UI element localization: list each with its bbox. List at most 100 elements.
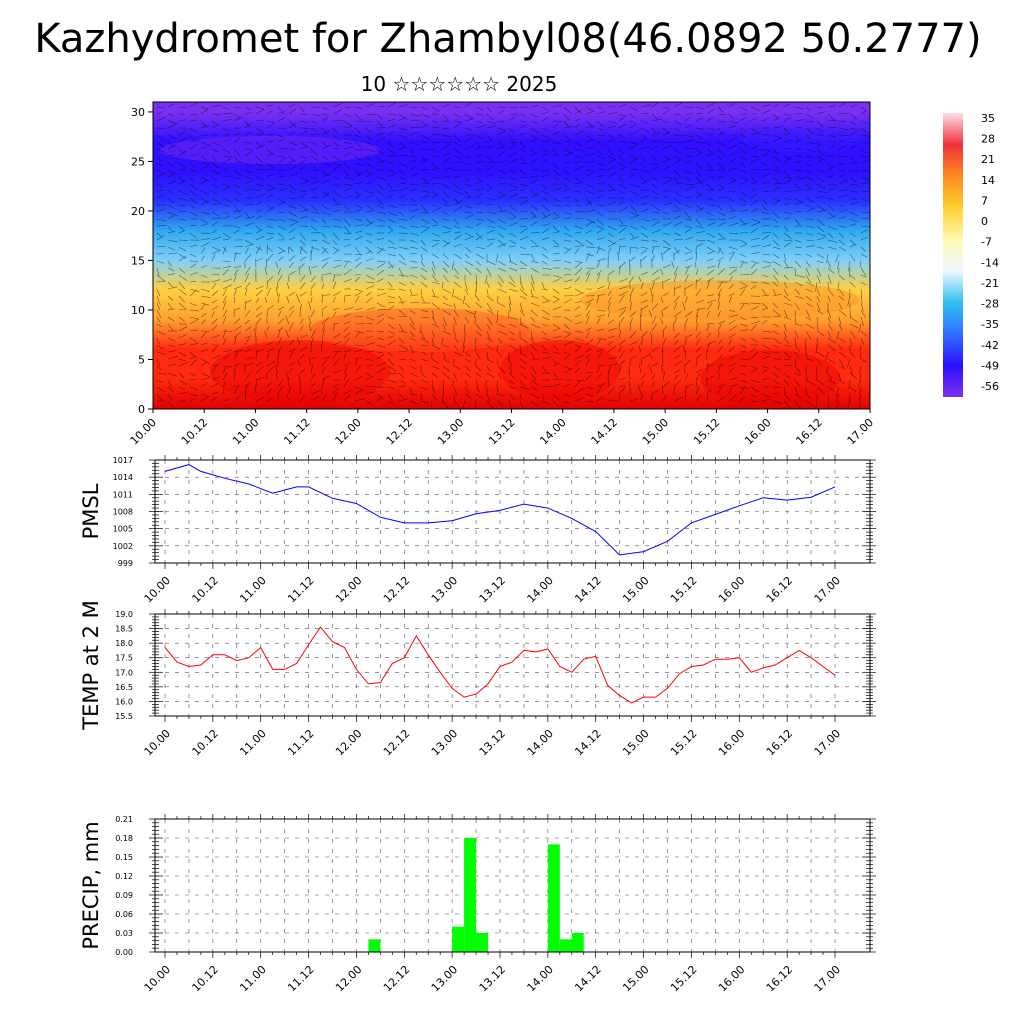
x-tick-label: 12.00 (333, 727, 364, 758)
x-tick-label: 11.12 (285, 574, 316, 605)
colorbar-label: -42 (981, 339, 999, 352)
x-tick-label: 15.00 (620, 963, 651, 994)
y-tick-label: 15 (131, 254, 145, 267)
x-tick-label: 15.12 (668, 727, 699, 758)
x-tick-label: 12.00 (333, 416, 364, 447)
x-tick-label: 14.00 (525, 727, 556, 758)
y-tick-label: 0 (138, 403, 145, 416)
x-tick-label: 13.12 (477, 727, 508, 758)
x-tick-label: 13.00 (429, 727, 460, 758)
y-tick-label: 5 (138, 353, 145, 366)
cold-anomaly (520, 149, 780, 181)
y-tick-label: 1014 (113, 473, 133, 482)
warm-anomaly (700, 350, 840, 406)
x-tick-label: 16.12 (764, 574, 795, 605)
x-tick-label: 17.00 (845, 416, 876, 447)
precip-bar (571, 933, 584, 952)
series-line (164, 464, 836, 556)
series-line (164, 626, 836, 704)
x-tick-label: 17.00 (812, 963, 843, 994)
temperature-heatmap (153, 102, 870, 409)
x-tick-label: 14.12 (589, 416, 620, 447)
y-tick-label: 16.0 (115, 697, 133, 706)
x-tick-label: 14.12 (572, 727, 603, 758)
colorbar (943, 113, 963, 397)
minor-ticks (149, 814, 876, 958)
panel-frame (154, 818, 871, 953)
x-tick-label: 14.00 (525, 574, 556, 605)
x-tick-label: 12.12 (381, 727, 412, 758)
x-tick-label: 10.12 (190, 574, 221, 605)
x-tick-label: 14.12 (572, 574, 603, 605)
colorbar-label: -56 (981, 380, 999, 393)
x-tick-label: 16.12 (793, 416, 824, 447)
y-tick-label: 999 (118, 559, 133, 568)
colorbar-label: 35 (981, 112, 995, 125)
grid-lines (155, 613, 870, 717)
precip-bar (559, 939, 572, 952)
y-tick-label: 0.03 (115, 929, 133, 938)
x-tick-label: 15.12 (668, 963, 699, 994)
y-tick-label: 17.0 (115, 668, 133, 677)
x-tick-label: 13.00 (435, 416, 466, 447)
warm-anomaly (310, 308, 530, 352)
x-tick-label: 11.00 (237, 963, 268, 994)
precip-bar (368, 939, 381, 952)
x-tick-label: 10.12 (179, 416, 210, 447)
y-tick-label: 0.09 (115, 891, 133, 900)
x-tick-label: 15.00 (620, 727, 651, 758)
colorbar-label: 28 (981, 133, 995, 146)
colorbar-label: 7 (981, 194, 988, 207)
y-tick-label: 0.15 (115, 853, 133, 862)
colorbar-label: 21 (981, 153, 995, 166)
x-tick-label: 13.12 (477, 963, 508, 994)
colorbar-label: -7 (981, 236, 992, 249)
y-tick-label: 1008 (113, 508, 133, 517)
y-tick-label: 1002 (113, 542, 133, 551)
y-tick-label: 20 (131, 205, 145, 218)
minor-ticks (149, 609, 876, 722)
colorbar-label: -21 (981, 277, 999, 290)
cold-anomaly (160, 136, 380, 164)
warm-anomaly (580, 280, 860, 320)
y-tick-label: 30 (131, 106, 145, 119)
x-tick-label: 17.00 (812, 574, 843, 605)
x-tick-label: 10.12 (190, 963, 221, 994)
chart-subtitle: 10 ☆☆☆☆☆☆ 2025 (360, 72, 558, 96)
y-tick-label: 1005 (113, 525, 133, 534)
x-tick-label: 16.00 (716, 727, 747, 758)
x-tick-label: 10.12 (190, 727, 221, 758)
colorbar-label: 0 (981, 215, 988, 228)
x-tick-label: 15.00 (640, 416, 671, 447)
grid-lines (155, 818, 870, 953)
precip-bar (464, 838, 477, 952)
y-tick-label: 15.5 (115, 712, 133, 721)
minor-ticks (149, 455, 876, 569)
wind-barbs (156, 101, 871, 410)
colorbar-label: -14 (981, 256, 999, 269)
x-tick-label: 12.00 (333, 574, 364, 605)
x-tick-label: 15.12 (668, 574, 699, 605)
grid-lines (155, 459, 870, 564)
x-tick-label: 13.12 (477, 574, 508, 605)
x-tick-label: 14.12 (572, 963, 603, 994)
precip-bar (476, 933, 489, 952)
x-tick-label: 10.00 (142, 574, 173, 605)
x-tick-label: 11.12 (281, 416, 312, 447)
colorbar-label: -49 (981, 359, 999, 372)
y-tick-label: 0.21 (115, 815, 133, 824)
y-axis-title: TEMP at 2 M (79, 600, 103, 731)
x-tick-label: 11.00 (237, 574, 268, 605)
x-tick-label: 14.00 (525, 963, 556, 994)
x-tick-label: 12.12 (381, 574, 412, 605)
x-tick-label: 16.00 (716, 963, 747, 994)
y-axis-title: PMSL (79, 483, 103, 539)
y-tick-label: 0.18 (115, 834, 133, 843)
y-tick-label: 0.06 (115, 910, 133, 919)
colorbar-label: 14 (981, 174, 995, 187)
warm-anomaly (500, 340, 620, 400)
y-tick-label: 17.5 (115, 654, 133, 663)
y-tick-label: 0.12 (115, 872, 133, 881)
x-tick-label: 14.00 (537, 416, 568, 447)
